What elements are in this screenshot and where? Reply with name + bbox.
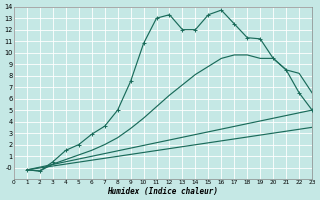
X-axis label: Humidex (Indice chaleur): Humidex (Indice chaleur) — [108, 187, 219, 196]
